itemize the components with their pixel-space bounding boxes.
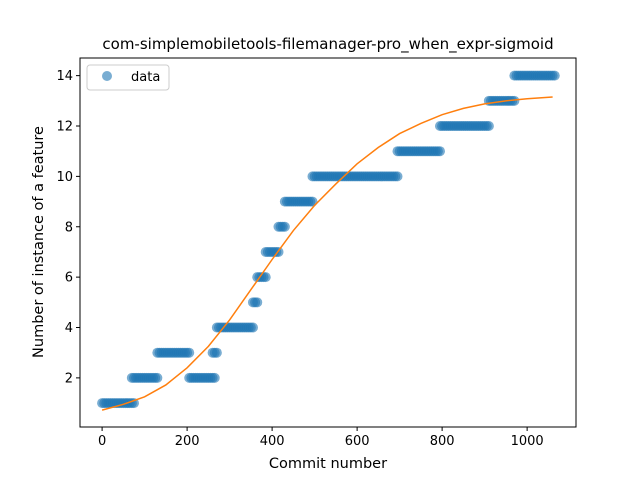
data-point [260,272,271,283]
data-point [211,347,222,358]
legend-marker-data [102,71,112,81]
plot-data-layer [97,70,560,409]
x-tick-label: 200 [175,434,200,449]
x-axis-label: Commit number [269,456,387,472]
y-tick-label: 6 [65,271,73,286]
y-tick-label: 10 [56,170,73,185]
x-axis-ticks: 0 200 400 600 800 1000 [98,427,544,449]
y-axis-ticks: 2 4 6 8 10 12 14 [56,69,80,386]
x-tick-label: 0 [98,434,106,449]
fit-line-layer [101,96,553,411]
chart-title: com-simplemobiletools-filemanager-pro_wh… [102,35,553,54]
x-tick-label: 1000 [511,434,544,449]
data-point [392,171,403,182]
data-point [549,70,560,81]
x-tick-label: 600 [345,434,370,449]
y-tick-label: 2 [65,371,73,386]
y-tick-label: 4 [65,321,73,336]
data-point [247,322,258,333]
data-point [279,221,290,232]
data-point [128,398,139,409]
legend-label-data: data [131,70,160,85]
data-point [184,347,195,358]
y-tick-label: 8 [65,220,73,235]
data-point [434,146,445,157]
y-tick-label: 14 [56,69,73,84]
fit-line [101,96,553,411]
x-tick-label: 800 [430,434,455,449]
legend: data [86,64,170,91]
data-point [307,196,318,207]
data-point [252,297,263,308]
x-tick-label: 400 [260,434,285,449]
data-point [509,95,520,106]
y-axis-label: Number of instance of a feature [31,126,47,358]
data-point [152,372,163,383]
y-tick-label: 12 [56,120,73,135]
data-point [483,121,494,132]
plot-frame [79,57,577,428]
data-point [209,372,220,383]
